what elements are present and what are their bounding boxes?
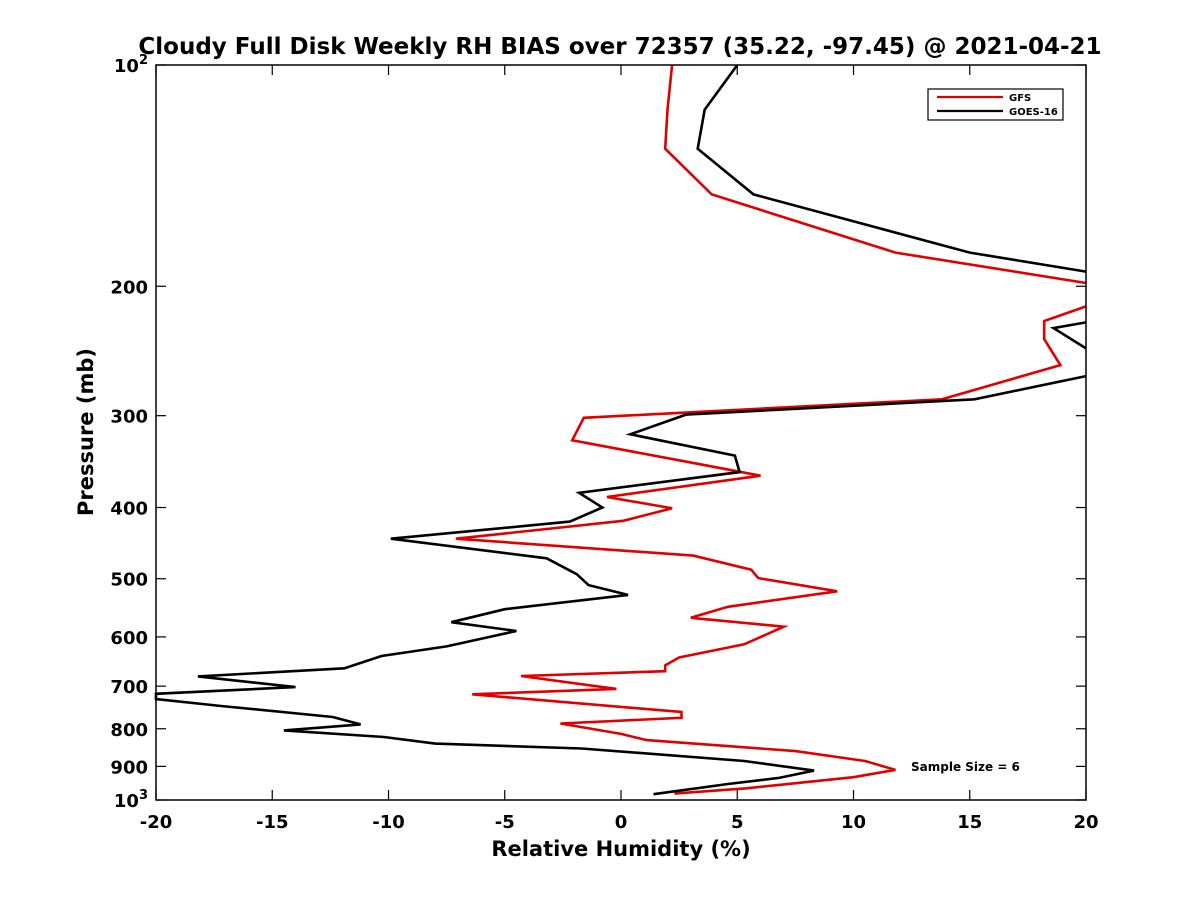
x-tick-label: -20 [140, 812, 173, 833]
legend-box [927, 88, 1064, 121]
x-tick-label: -10 [372, 812, 405, 833]
legend-label-gfs: GFS [1009, 93, 1031, 104]
x-axis: -20 -15 -10 -5 0 5 10 15 20 [140, 65, 1099, 833]
x-axis-label: Relative Humidity (%) [491, 837, 750, 861]
chart-title: Cloudy Full Disk Weekly RH BIAS over 723… [138, 34, 1101, 60]
series-line-goes16 [154, 64, 1087, 796]
y-tick-label: 200 [110, 277, 148, 298]
plot-area: -20 -15 -10 -5 0 5 10 15 20 102 200 300 400 500 600 70… [110, 53, 1098, 833]
series-line-gfs [455, 64, 1087, 795]
legend: GFS GOES-16 [927, 88, 1064, 121]
x-tick-label: -5 [495, 812, 515, 833]
y-tick-label: 103 [114, 788, 148, 812]
y-tick-label: 300 [110, 407, 148, 428]
y-tick-label: 900 [110, 757, 148, 778]
legend-label-goes16: GOES-16 [1009, 107, 1058, 118]
x-tick-label: -15 [256, 812, 289, 833]
x-tick-label: 5 [731, 812, 744, 833]
y-tick-label: 700 [110, 677, 148, 698]
x-tick-label: 15 [957, 812, 982, 833]
y-tick-label: 102 [114, 53, 148, 77]
y-tick-label: 800 [110, 720, 148, 741]
y-axis-label: Pressure (mb) [74, 348, 98, 516]
series-layer [154, 64, 1087, 796]
sample-size-annotation: Sample Size = 6 [911, 760, 1020, 774]
y-tick-label: 500 [110, 570, 148, 591]
y-axis: 102 200 300 400 500 600 700 800 900 103 [110, 53, 1086, 812]
y-tick-label: 600 [110, 628, 148, 649]
x-tick-label: 20 [1073, 812, 1098, 833]
x-tick-label: 10 [841, 812, 866, 833]
y-tick-label: 400 [110, 499, 148, 520]
x-tick-label: 0 [615, 812, 628, 833]
